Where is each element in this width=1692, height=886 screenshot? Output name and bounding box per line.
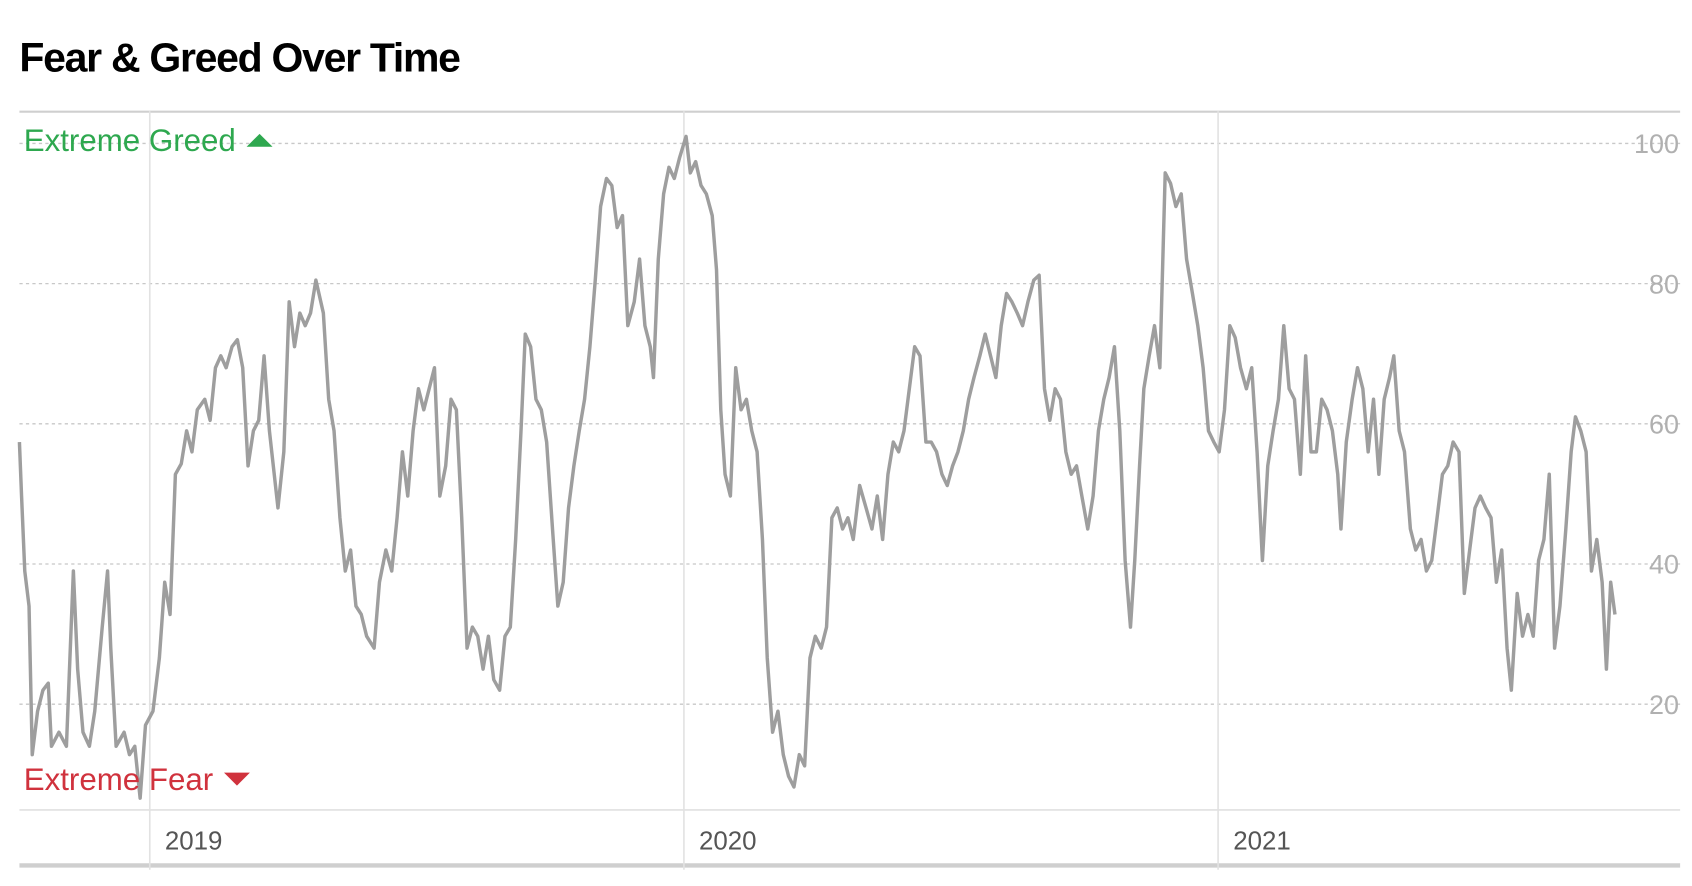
- annotation-arrow: [224, 772, 250, 786]
- grid: [19, 111, 1681, 870]
- y-tick-label: 20: [1649, 690, 1679, 720]
- labels: 20 40 60 80 100 2019 2020 2021 Extreme Greed Extr…: [24, 123, 1679, 855]
- y-tick-label: 100: [1634, 129, 1679, 159]
- marks: [17, 134, 1617, 800]
- x-tick-label: 2021: [1233, 827, 1291, 855]
- annotation: Extreme Fear: [24, 762, 213, 797]
- y-tick-label: 40: [1649, 550, 1679, 580]
- x-tick-label: 2019: [165, 827, 223, 855]
- y-tick-label: 60: [1649, 410, 1679, 440]
- annotation: Extreme Greed: [24, 123, 236, 158]
- chart-title: Fear & Greed Over Time: [19, 34, 460, 80]
- y-tick-label: 80: [1649, 269, 1679, 299]
- x-tick-label: 2020: [699, 827, 757, 855]
- annotation-arrow: [246, 133, 273, 147]
- data-line: [17, 134, 1617, 800]
